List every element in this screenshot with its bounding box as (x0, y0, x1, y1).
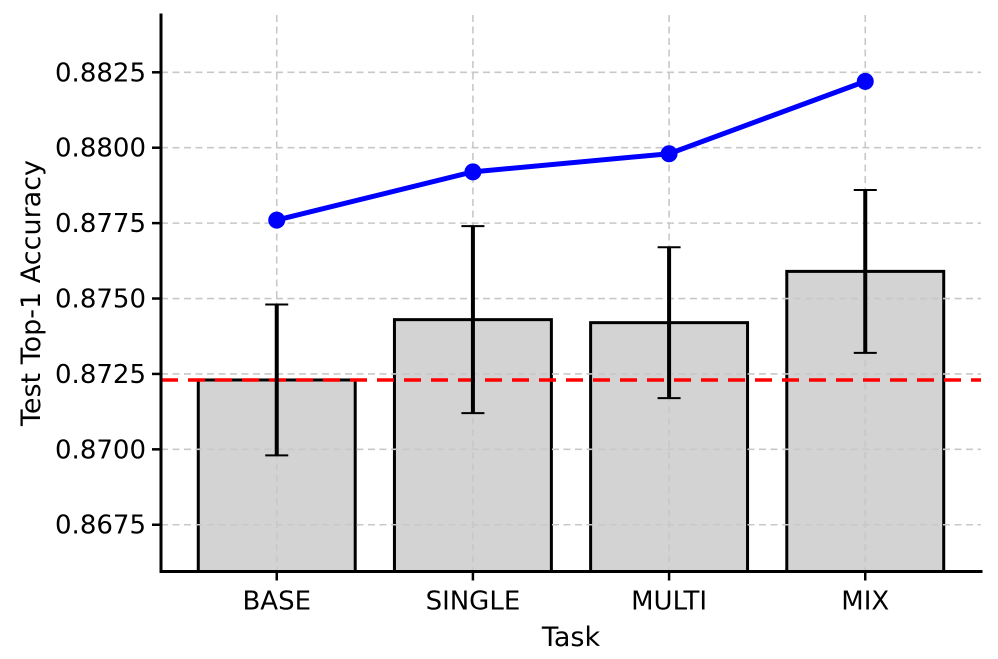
y-tick-label: 0.8775 (55, 209, 146, 239)
y-tick-label: 0.8675 (55, 511, 146, 541)
line-marker-base (268, 211, 286, 229)
x-axis-label: Task (541, 622, 601, 653)
error-bar-mix (853, 188, 877, 354)
y-tick-label: 0.8750 (55, 285, 146, 315)
y-tick-label: 0.8700 (55, 435, 146, 465)
y-axis-label: Test Top-1 Accuracy (16, 160, 47, 427)
error-bar-single (461, 225, 485, 415)
line-marker-single (464, 163, 482, 181)
error-bars-layer (265, 188, 877, 457)
error-bar-multi (657, 246, 681, 400)
line-marker-multi (660, 145, 678, 163)
x-tick-label-mix: MIX (841, 587, 889, 617)
x-tick-label-single: SINGLE (426, 587, 521, 617)
line-marker-mix (856, 72, 874, 90)
y-tick-label: 0.8800 (55, 134, 146, 164)
error-bar-base (265, 303, 289, 457)
line-series-layer (268, 72, 874, 229)
tick-labels-layer: 0.8675 0.8700 0.8725 0.8750 0.8775 0.8800 0.88… (55, 58, 889, 616)
x-tick-label-base: BASE (242, 587, 311, 617)
y-tick-label: 0.8725 (55, 360, 146, 390)
bars-layer (196, 269, 946, 573)
axes-layer (152, 13, 983, 581)
x-tick-label-multi: MULTI (631, 587, 707, 617)
accuracy-line (274, 78, 868, 223)
y-tick-label: 0.8825 (55, 58, 146, 88)
